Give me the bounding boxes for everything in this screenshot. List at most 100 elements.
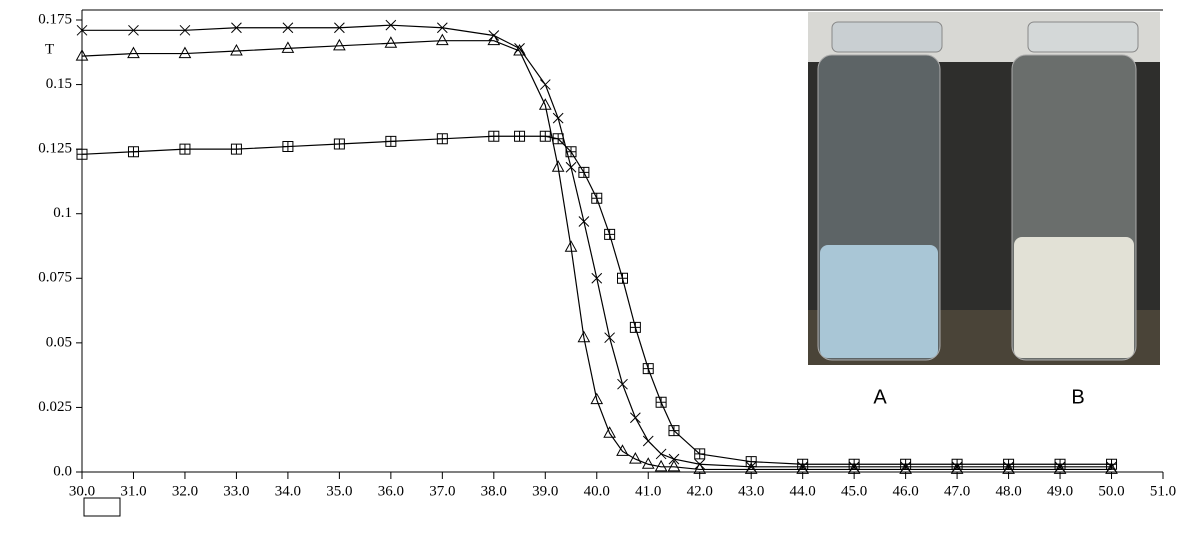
- marker: [745, 456, 757, 468]
- marker: [76, 24, 88, 36]
- marker: [1105, 462, 1118, 474]
- x-tick-label: 38.0: [481, 483, 507, 499]
- marker: [655, 396, 667, 408]
- x-tick-label: 45.0: [841, 483, 867, 499]
- y-tick-label: 0.1: [53, 205, 72, 221]
- marker: [642, 363, 654, 375]
- marker: [230, 143, 242, 155]
- x-tick-label: 39.0: [532, 483, 558, 499]
- inset-photo: [808, 12, 1160, 365]
- marker: [552, 112, 564, 124]
- marker: [436, 133, 448, 145]
- x-tick-label: 43.0: [738, 483, 764, 499]
- marker: [75, 49, 89, 61]
- marker: [951, 458, 963, 470]
- marker: [694, 448, 706, 460]
- x-tick-label: 41.0: [635, 483, 661, 499]
- y-tick-label: 0.125: [38, 141, 72, 157]
- marker: [655, 448, 667, 460]
- marker: [668, 425, 680, 437]
- marker: [617, 378, 628, 390]
- marker: [552, 133, 564, 145]
- marker: [590, 392, 604, 405]
- marker: [1054, 458, 1066, 470]
- marker: [539, 79, 551, 90]
- marker: [744, 462, 758, 474]
- marker: [578, 216, 590, 227]
- marker: [641, 457, 655, 469]
- x-tick-label: 49.0: [1047, 483, 1073, 499]
- x-tick-label: 50.0: [1098, 483, 1124, 499]
- marker: [565, 146, 577, 158]
- marker: [797, 458, 809, 470]
- marker: [551, 160, 565, 172]
- x-tick-label: 42.0: [687, 483, 713, 499]
- y-tick-label: 0.175: [38, 11, 72, 27]
- marker: [179, 24, 191, 36]
- marker: [604, 332, 615, 344]
- marker: [693, 462, 707, 474]
- vial-b-cap: [1027, 21, 1139, 53]
- marker: [435, 33, 449, 46]
- marker: [230, 43, 243, 56]
- marker: [591, 192, 603, 204]
- marker: [578, 166, 590, 178]
- x-tick-label: 40.0: [584, 483, 610, 499]
- y-tick-label: 0.075: [38, 270, 72, 286]
- vial-a-cap: [831, 21, 943, 53]
- marker: [1106, 458, 1118, 470]
- marker: [591, 272, 603, 284]
- marker: [847, 462, 861, 474]
- series-line: [81, 40, 1112, 471]
- x-tick-label: 32.0: [172, 483, 198, 499]
- marker: [539, 130, 551, 142]
- marker: [179, 143, 191, 155]
- marker: [128, 24, 139, 36]
- y-tick-label: 0.025: [38, 399, 72, 415]
- marker: [604, 228, 616, 240]
- marker: [900, 458, 912, 470]
- marker: [488, 130, 500, 142]
- marker: [333, 38, 346, 51]
- marker: [436, 22, 448, 34]
- marker: [694, 458, 706, 470]
- marker: [629, 321, 641, 333]
- marker: [384, 36, 398, 48]
- marker: [603, 426, 616, 438]
- marker: [848, 458, 860, 470]
- y-tick-label: 0.15: [46, 76, 72, 92]
- x-tick-label: 37.0: [429, 483, 455, 499]
- x-tick-label: 47.0: [944, 483, 970, 499]
- y-axis-label: T: [45, 41, 54, 57]
- x-tick-label: 51.0: [1150, 483, 1176, 499]
- y-tick-label: 0.0: [53, 463, 72, 479]
- marker: [385, 19, 397, 31]
- marker: [1053, 462, 1067, 474]
- marker: [513, 43, 526, 56]
- marker: [76, 148, 88, 160]
- legend-box: [83, 497, 121, 517]
- inset-label: A: [873, 386, 887, 408]
- marker: [334, 22, 345, 34]
- marker: [538, 98, 552, 110]
- marker: [231, 22, 242, 34]
- marker: [616, 444, 629, 456]
- marker: [642, 435, 654, 447]
- marker: [565, 161, 577, 173]
- vial-b-liquid: [1014, 237, 1134, 358]
- series-line: [82, 24, 1112, 468]
- x-tick-label: 34.0: [275, 483, 301, 499]
- marker: [514, 130, 526, 142]
- marker: [281, 41, 295, 53]
- marker: [667, 459, 681, 472]
- marker: [127, 46, 140, 59]
- marker: [630, 412, 641, 424]
- marker: [668, 453, 680, 465]
- marker: [629, 452, 642, 464]
- vial-a-liquid: [820, 245, 938, 358]
- x-tick-label: 30.0: [69, 483, 95, 499]
- marker: [1002, 462, 1015, 474]
- marker: [514, 43, 525, 54]
